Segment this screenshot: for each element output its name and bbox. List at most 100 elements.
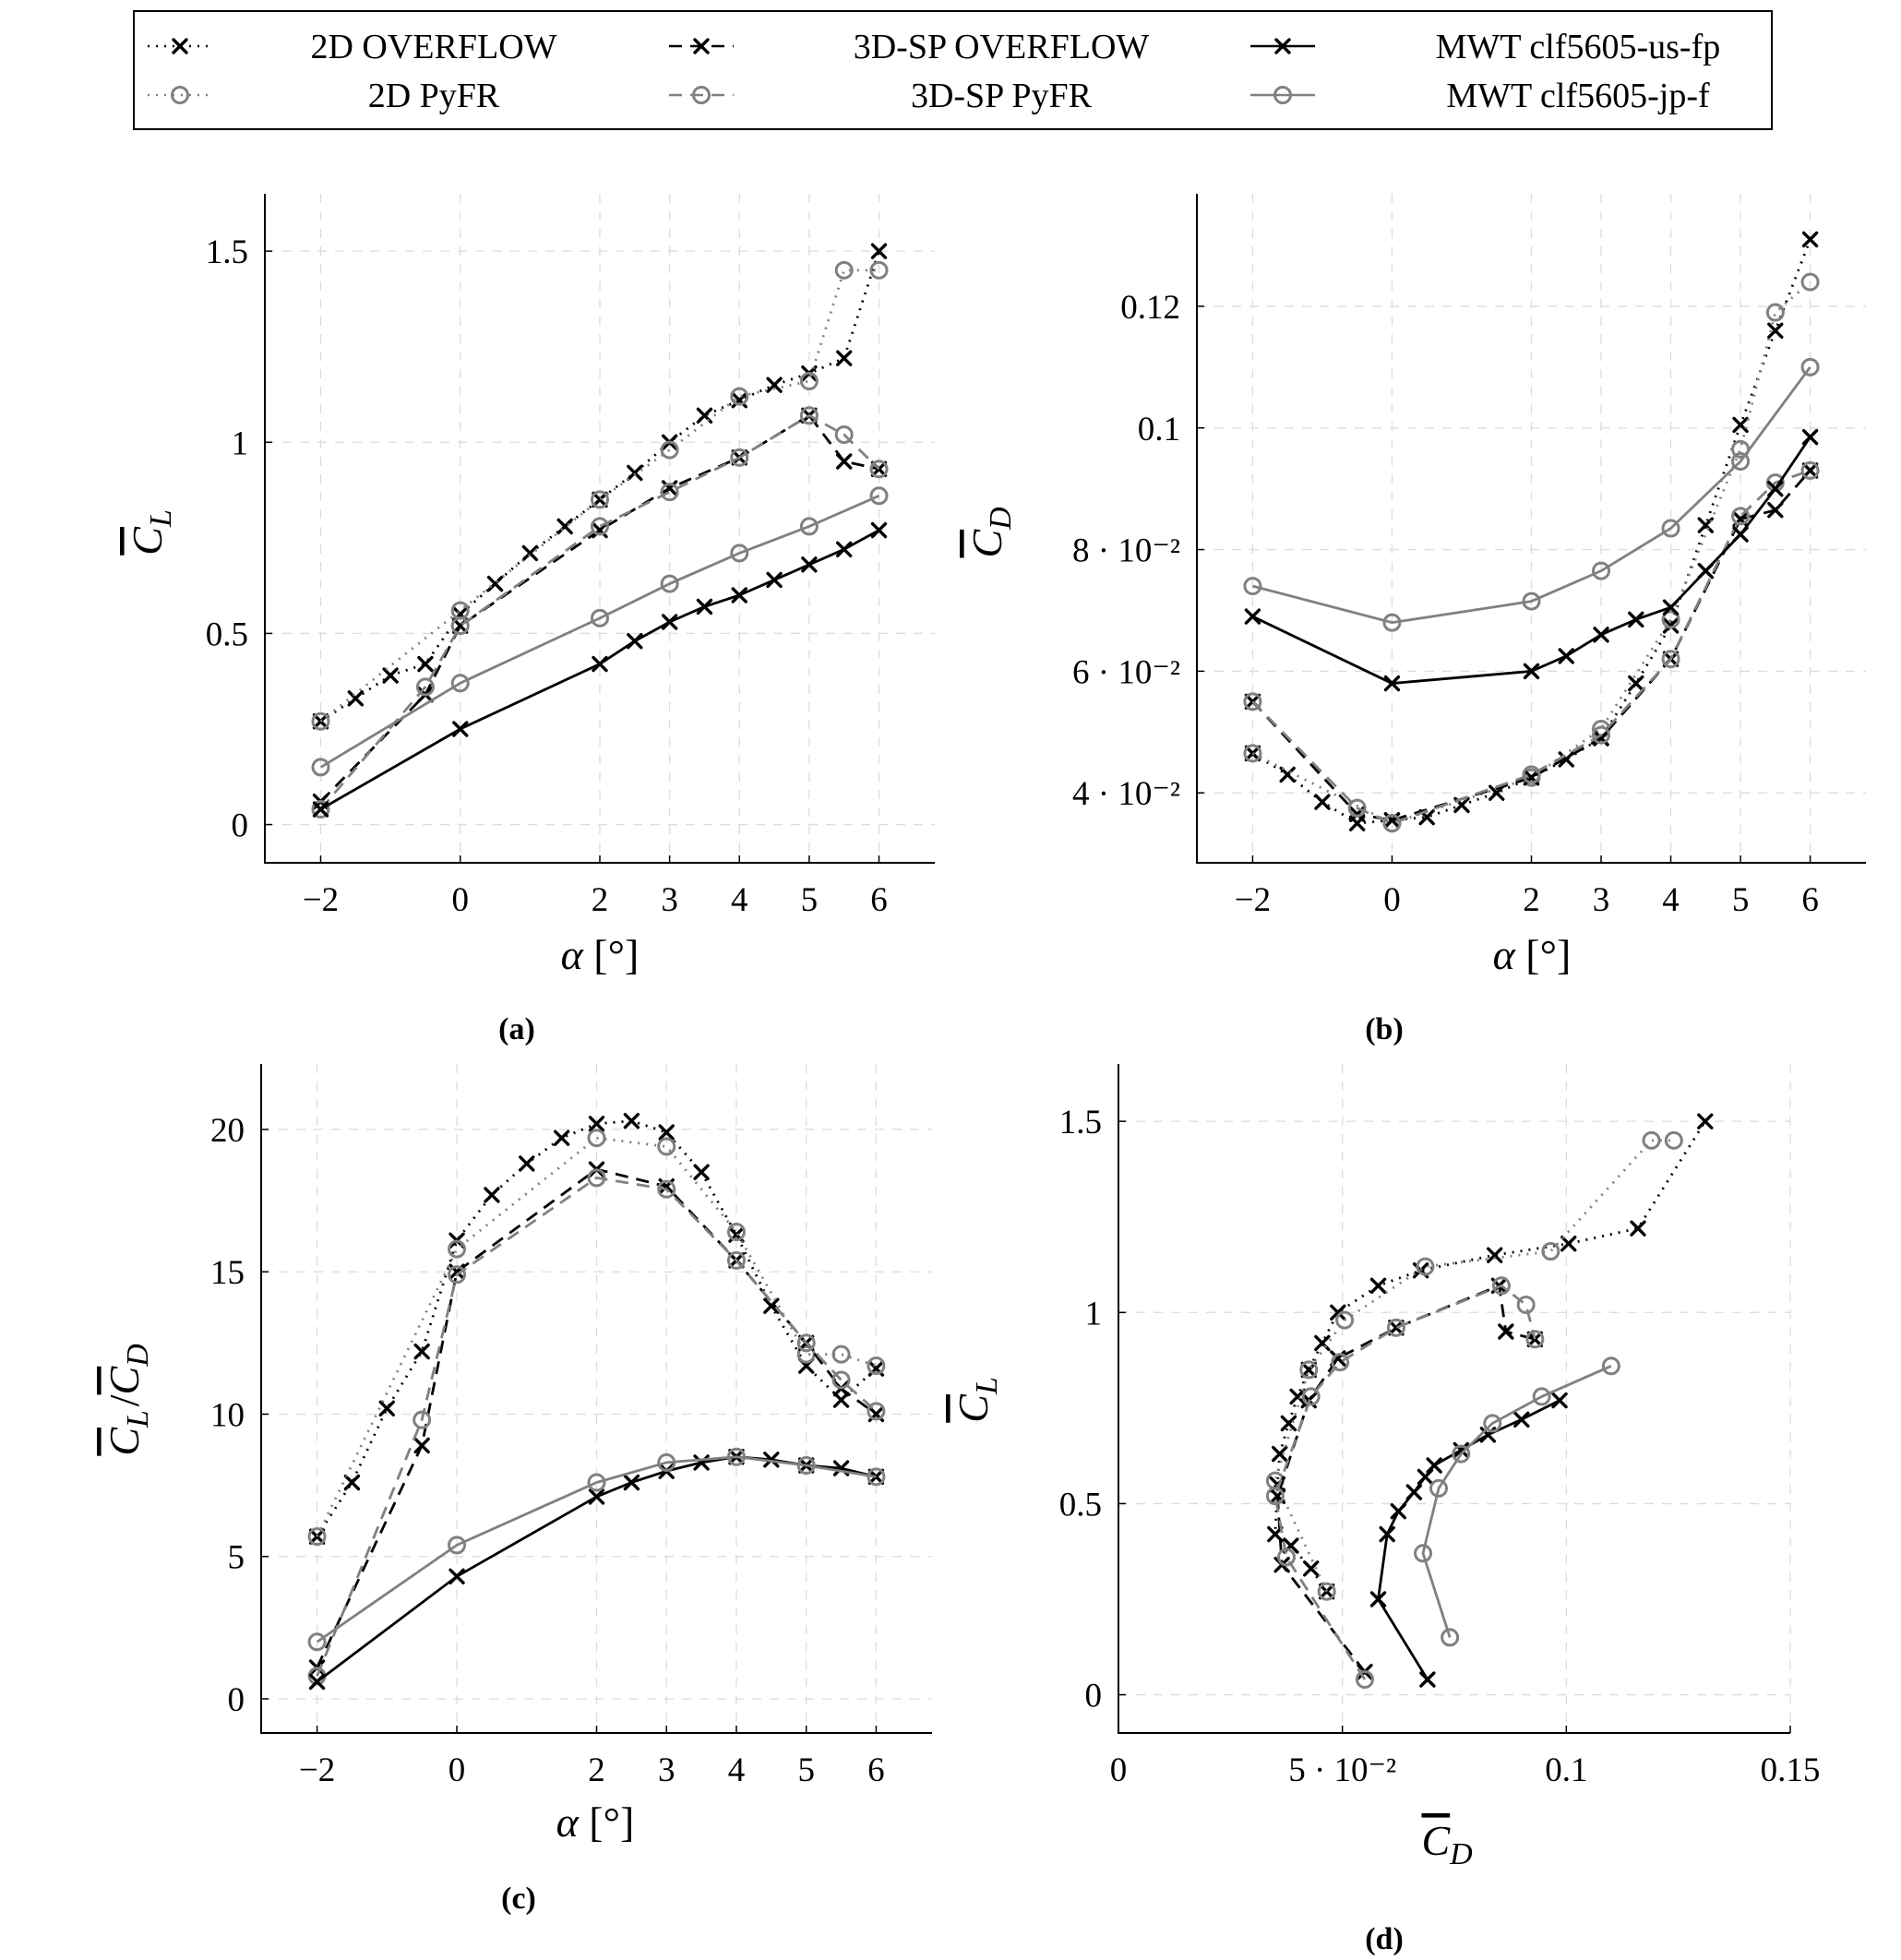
y-tick-label: 20 [210,1112,245,1150]
data-point-2d_overflow [484,1187,500,1203]
data-point-mwt_us [763,1452,780,1468]
series-mwt_jp [311,486,889,777]
data-point-2d_overflow [378,1400,396,1416]
axes-b [1196,194,1866,864]
y-axis-label-a: CL [124,506,178,555]
data-point-2d_pyfr [307,1527,327,1547]
series-3dsp_pyfr [307,1168,886,1686]
data-point-mwt_us [452,721,469,737]
data-point-2d_pyfr [657,1137,676,1156]
data-point-mwt_us [312,801,329,818]
data-point-mwt_us [801,556,818,573]
series-mwt_jp [307,1447,886,1652]
legend-marker-2d_overflow [172,38,188,54]
x-tick-label: 6 [870,881,888,919]
data-point-2d_overflow [556,518,573,535]
data-point-3dsp_pyfr [311,800,330,819]
data-point-2d_overflow [1369,1277,1387,1294]
data-point-3dsp_pyfr [796,1333,816,1353]
series-line-mwt_jp [319,495,880,769]
data-point-mwt_jp [591,608,609,627]
legend-entry-mwt_jp: MWT clf5605-jp-f [1250,77,1710,115]
data-point-mwt_us [1419,1671,1436,1688]
data-point-3dsp_pyfr [591,517,609,536]
data-point-mwt_us [1379,1525,1395,1543]
legend-entry-3dsp_pyfr: 3D-SP PyFR [669,77,1093,115]
series-2d_pyfr [307,1129,886,1547]
series-line-2d_pyfr [316,1136,877,1537]
data-point-mwt_us [1628,611,1644,628]
data-point-2d_overflow [1697,1113,1714,1129]
series-3dsp_pyfr [1265,1276,1545,1689]
series-mwt_jp [1414,1356,1620,1647]
data-point-mwt_us [661,614,678,630]
data-point-2d_overflow [347,690,365,707]
x-tick-label: −2 [303,881,339,919]
caption-d: (d) [1365,1922,1404,1956]
data-point-2d_pyfr [591,490,609,509]
data-point-3dsp_pyfr [726,1250,746,1270]
data-point-mwt_us [1405,1484,1423,1500]
x-tick-label: 5 [1732,881,1750,919]
data-point-2d_pyfr [1243,744,1262,763]
data-point-2d_overflow [870,243,888,259]
data-point-2d_overflow [553,1129,570,1146]
data-point-2d_overflow [1300,1361,1317,1379]
x-tick-label: 0 [448,1751,466,1789]
data-point-3dsp_pyfr [1301,1387,1321,1406]
series-line-3dsp_pyfr [319,413,880,810]
data-point-2d_overflow [1630,1220,1646,1237]
data-point-3dsp_pyfr [1382,814,1402,833]
x-tick-label: −2 [299,1751,335,1789]
y-axis-label-c: CL /CD [101,1340,155,1455]
series-2d_overflow [1267,1113,1714,1600]
data-point-mwt_us [835,541,853,557]
series-line-mwt_jp [1252,366,1811,625]
data-point-mwt_jp [1800,357,1820,376]
data-point-3dsp_pyfr [867,1402,886,1421]
data-point-3dsp_overflow [1526,1331,1544,1347]
data-point-2d_pyfr [587,1129,606,1148]
data-point-2d_pyfr [1800,272,1820,292]
data-point-3dsp_pyfr [412,1410,432,1429]
data-point-mwt_jp [1382,613,1402,632]
data-point-2d_overflow [382,667,399,684]
data-point-3dsp_pyfr [1355,1670,1374,1689]
chart-b: −2 0 2 3 4 5 6 4 · 10⁻² 6 · 10⁻² 8 · 10⁻² 0.1 0.12 α… [963,194,1866,1046]
data-point-mwt_us [1383,675,1401,692]
data-point-2d_pyfr [730,387,749,406]
data-point-mwt_jp [1532,1387,1551,1406]
data-point-3dsp_pyfr [1800,460,1820,480]
chart-d: 0 5 · 10⁻² 0.1 0.15 0 0.5 1 1.5 CD CL (d) [950,1064,1820,1956]
data-point-mwt_us [1390,1503,1407,1520]
series-line-3dsp_pyfr [1273,1284,1536,1680]
data-point-mwt_us [627,633,643,650]
x-tick-label: 0 [452,881,470,919]
chart-c: −2 0 2 3 4 5 6 0 5 10 15 20 α [°] CL /CD (c) [101,1064,932,1916]
chart-a: −2 0 2 3 4 5 6 0 0.5 1 1.5 α [°] CL (a) [124,194,935,1046]
data-point-mwt_us [1417,1468,1434,1486]
data-point-2d_overflow [519,1155,535,1172]
legend-label-3dsp_pyfr: 3D-SP PyFR [911,77,1093,115]
legend-marker-mwt_jp [1273,86,1292,104]
caption-b: (b) [1365,1012,1404,1046]
series-2d_pyfr [1265,1130,1683,1601]
data-point-2d_pyfr [1661,610,1680,629]
legend-label-2d_overflow: 2D OVERFLOW [310,28,556,66]
data-point-2d_overflow [1486,1247,1503,1263]
data-point-2d_overflow [417,655,434,673]
data-point-3dsp_pyfr [1243,692,1262,711]
data-point-3dsp_overflow [1388,1320,1405,1336]
data-point-2d_overflow [486,575,504,592]
y-tick-label: 8 · 10⁻² [1072,532,1180,570]
legend-label-mwt_us: MWT clf5605-us-fp [1436,28,1721,66]
data-point-mwt_jp [730,544,749,563]
data-point-2d_overflow [1280,1415,1297,1432]
series-mwt_us [1244,428,1819,692]
x-tick-label: 0.15 [1761,1751,1821,1789]
x-tick-label: 5 [801,881,819,919]
data-point-2d_pyfr [799,372,819,390]
data-point-mwt_jp [799,517,819,536]
data-point-mwt_us [766,571,783,589]
legend-entry-3dsp_overflow: 3D-SP OVERFLOW [669,28,1149,66]
